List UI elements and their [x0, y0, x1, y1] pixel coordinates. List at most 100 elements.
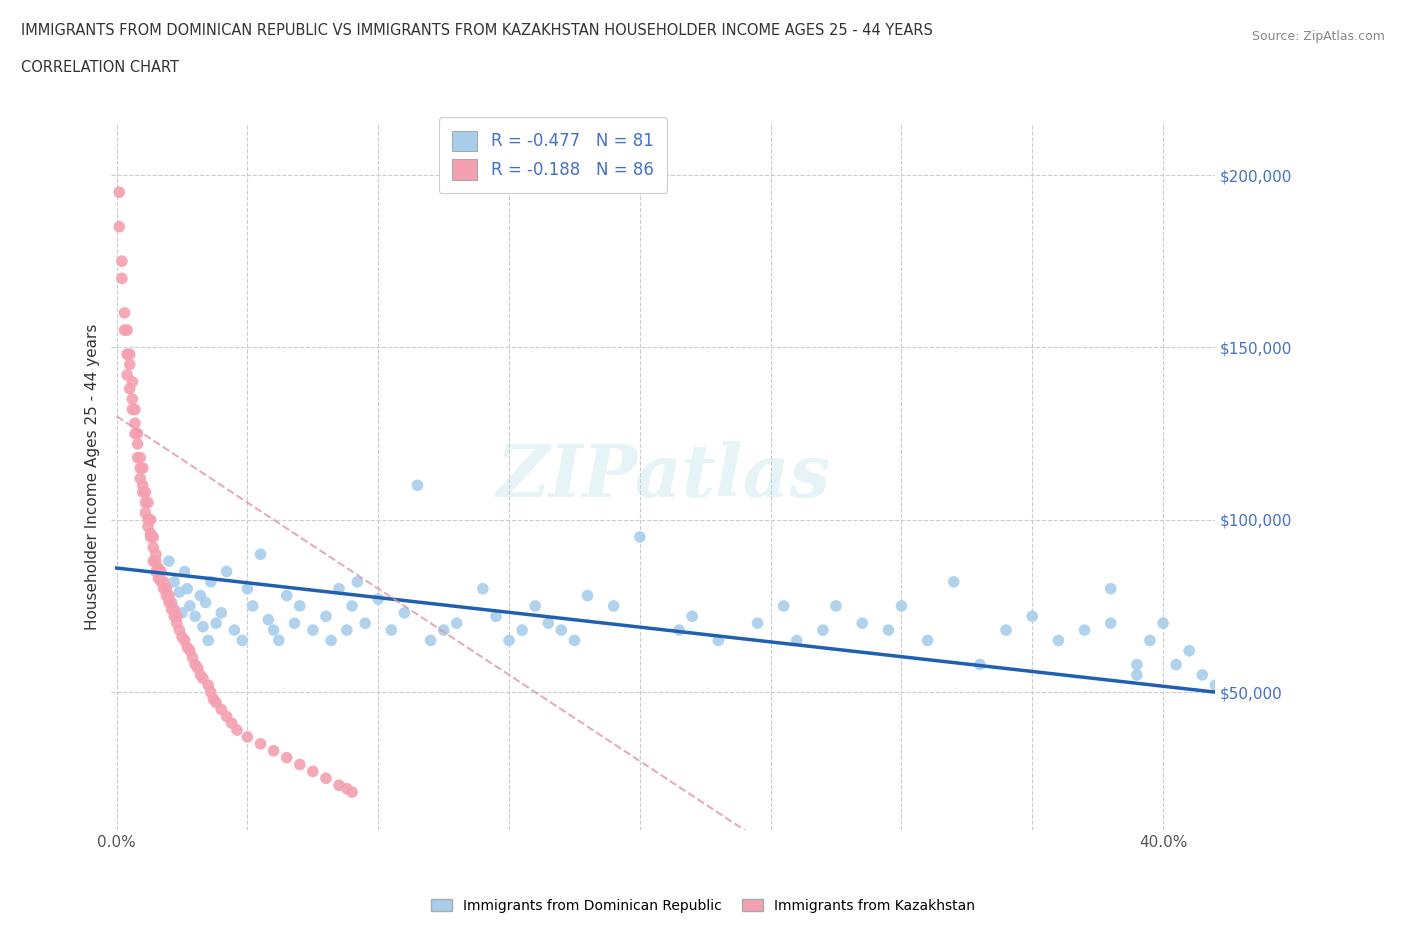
Point	[184, 658, 207, 672]
Point	[188, 668, 211, 683]
Point	[242, 599, 264, 614]
Point	[170, 605, 193, 620]
Point	[197, 633, 219, 648]
Point	[1099, 616, 1122, 631]
Point	[321, 633, 343, 648]
Point	[139, 512, 162, 527]
Point	[148, 561, 170, 576]
Point	[276, 588, 298, 603]
Point	[263, 743, 285, 758]
Point	[1164, 658, 1187, 672]
Point	[169, 623, 191, 638]
Point	[200, 575, 222, 590]
Point	[152, 581, 174, 596]
Point	[121, 402, 143, 417]
Point	[576, 588, 599, 603]
Point	[564, 633, 586, 648]
Point	[257, 612, 280, 627]
Point	[145, 553, 167, 568]
Point	[1152, 616, 1174, 631]
Point	[602, 599, 624, 614]
Point	[114, 323, 136, 338]
Point	[1126, 668, 1149, 683]
Point	[136, 495, 159, 510]
Point	[419, 633, 441, 648]
Point	[969, 658, 991, 672]
Point	[851, 616, 873, 631]
Point	[668, 623, 690, 638]
Point	[205, 616, 228, 631]
Point	[150, 575, 173, 590]
Text: CORRELATION CHART: CORRELATION CHART	[21, 60, 179, 75]
Point	[114, 305, 136, 320]
Text: ZIPatlas: ZIPatlas	[496, 441, 831, 512]
Point	[188, 588, 211, 603]
Point	[498, 633, 520, 648]
Point	[134, 505, 156, 520]
Point	[917, 633, 939, 648]
Point	[1126, 658, 1149, 672]
Point	[205, 695, 228, 710]
Point	[132, 485, 155, 499]
Point	[1191, 668, 1213, 683]
Point	[433, 623, 456, 638]
Point	[249, 737, 271, 751]
Point	[194, 595, 217, 610]
Point	[134, 495, 156, 510]
Point	[346, 575, 368, 590]
Point	[179, 599, 201, 614]
Point	[129, 471, 152, 485]
Point	[1099, 581, 1122, 596]
Legend: R = -0.477   N = 81, R = -0.188   N = 86: R = -0.477 N = 81, R = -0.188 N = 86	[439, 117, 666, 193]
Point	[288, 757, 311, 772]
Point	[747, 616, 769, 631]
Point	[136, 519, 159, 534]
Point	[236, 729, 259, 744]
Point	[231, 633, 253, 648]
Point	[224, 623, 246, 638]
Point	[191, 619, 214, 634]
Point	[118, 357, 141, 372]
Point	[283, 616, 305, 631]
Point	[200, 684, 222, 699]
Point	[173, 564, 195, 578]
Point	[139, 526, 162, 541]
Point	[537, 616, 560, 631]
Point	[197, 678, 219, 693]
Point	[202, 692, 225, 707]
Point	[786, 633, 808, 648]
Point	[226, 723, 249, 737]
Point	[142, 553, 165, 568]
Point	[127, 450, 149, 465]
Point	[302, 623, 325, 638]
Point	[118, 381, 141, 396]
Point	[118, 347, 141, 362]
Point	[209, 605, 232, 620]
Text: IMMIGRANTS FROM DOMINICAN REPUBLIC VS IMMIGRANTS FROM KAZAKHSTAN HOUSEHOLDER INC: IMMIGRANTS FROM DOMINICAN REPUBLIC VS IM…	[21, 23, 934, 38]
Point	[209, 702, 232, 717]
Point	[267, 633, 290, 648]
Point	[550, 623, 572, 638]
Point	[446, 616, 468, 631]
Point	[406, 478, 429, 493]
Point	[142, 529, 165, 544]
Point	[302, 764, 325, 778]
Point	[263, 623, 285, 638]
Point	[811, 623, 834, 638]
Point	[707, 633, 730, 648]
Point	[155, 588, 177, 603]
Point	[328, 581, 350, 596]
Point	[942, 575, 965, 590]
Point	[471, 581, 494, 596]
Point	[132, 478, 155, 493]
Point	[184, 609, 207, 624]
Point	[124, 426, 146, 441]
Point	[367, 591, 389, 606]
Point	[121, 392, 143, 406]
Point	[336, 623, 359, 638]
Y-axis label: Householder Income Ages 25 - 44 years: Householder Income Ages 25 - 44 years	[86, 324, 100, 630]
Point	[510, 623, 533, 638]
Point	[136, 512, 159, 527]
Point	[108, 185, 131, 200]
Point	[121, 375, 143, 390]
